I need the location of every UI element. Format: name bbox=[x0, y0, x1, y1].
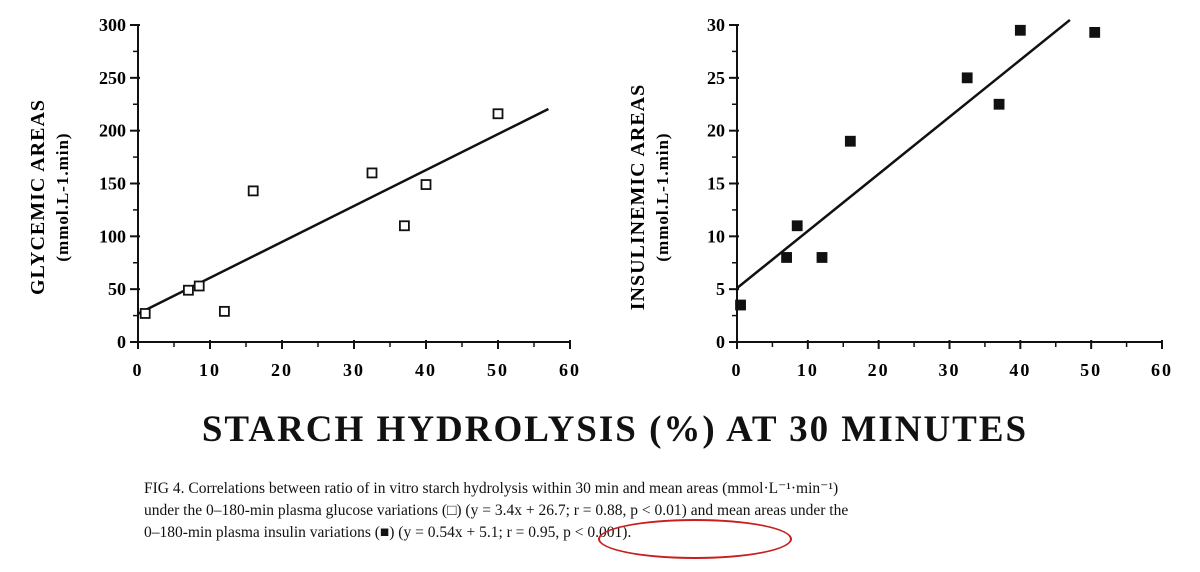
y-tick-label: 5 bbox=[716, 279, 725, 299]
y-tick-label: 30 bbox=[707, 15, 725, 35]
regression-line bbox=[736, 18, 1071, 290]
data-point bbox=[993, 98, 1005, 110]
y-tick-label: 150 bbox=[99, 174, 126, 194]
yunit: (mmol.L-1.min) bbox=[653, 132, 672, 261]
data-point bbox=[366, 167, 378, 179]
y-tick-label: 0 bbox=[716, 332, 725, 352]
caption-line: 0–180-min plasma insulin variations (■) … bbox=[144, 524, 632, 541]
ylabel: INSULINEMIC AREAS bbox=[627, 84, 649, 311]
y-tick-label: 15 bbox=[707, 174, 725, 194]
data-point bbox=[1014, 24, 1026, 36]
x-tick-label: 10 bbox=[797, 360, 819, 380]
x-tick-label: 10 bbox=[199, 360, 221, 380]
y-tick-label: 20 bbox=[707, 121, 725, 141]
x-tick-label: 20 bbox=[868, 360, 890, 380]
x-tick-label: 40 bbox=[1009, 360, 1031, 380]
x-tick-label: 30 bbox=[939, 360, 961, 380]
data-point bbox=[844, 135, 856, 147]
y-tick-label: 0 bbox=[117, 332, 126, 352]
data-point bbox=[791, 220, 803, 232]
yunit: (mmol.L-1.min) bbox=[53, 132, 72, 261]
x-axis-label: STARCH HYDROLYSIS (%) AT 30 MINUTES bbox=[201, 409, 1029, 450]
data-point bbox=[420, 179, 432, 190]
y-tick-label: 50 bbox=[108, 279, 126, 299]
y-tick-label: 10 bbox=[707, 226, 725, 246]
x-tick-label: 50 bbox=[1080, 360, 1102, 380]
x-tick-label: 60 bbox=[559, 360, 581, 380]
x-tick-label: 30 bbox=[343, 360, 365, 380]
y-tick-label: 100 bbox=[99, 226, 126, 246]
x-tick-label: 0 bbox=[732, 360, 743, 380]
x-tick-label: 50 bbox=[487, 360, 509, 380]
data-point bbox=[781, 252, 792, 263]
glycemic-chart: GLYCEMIC AREAS (mmol.L-1.min) 0501001502… bbox=[27, 15, 581, 380]
x-tick-label: 40 bbox=[415, 360, 437, 380]
regression-line bbox=[137, 107, 549, 315]
y-tick-label: 200 bbox=[99, 121, 126, 141]
data-point bbox=[961, 72, 973, 84]
highlight-oval bbox=[598, 519, 792, 559]
ylabel: GLYCEMIC AREAS bbox=[27, 99, 49, 295]
data-point bbox=[193, 280, 205, 292]
data-point bbox=[182, 284, 194, 296]
data-point bbox=[139, 308, 151, 319]
data-point bbox=[218, 305, 230, 317]
data-point bbox=[492, 108, 504, 120]
data-point bbox=[398, 220, 410, 232]
y-tick-label: 25 bbox=[707, 68, 725, 88]
y-tick-label: 250 bbox=[99, 68, 126, 88]
insulinemic-chart: INSULINEMIC AREAS (mmol.L-1.min) 0 5 10 15 2… bbox=[627, 15, 1173, 380]
data-point bbox=[816, 252, 828, 263]
caption-line: under the 0–180-min plasma glucose varia… bbox=[144, 502, 849, 519]
caption-line: FIG 4. Correlations between ratio of in … bbox=[144, 480, 839, 497]
data-point bbox=[1089, 26, 1101, 38]
x-tick-label: 0 bbox=[133, 360, 144, 380]
x-tick-label: 60 bbox=[1151, 360, 1173, 380]
figure-caption: FIG 4. Correlations between ratio of in … bbox=[144, 478, 1104, 544]
data-point bbox=[247, 185, 259, 197]
data-point bbox=[735, 299, 746, 311]
y-tick-label: 300 bbox=[99, 15, 126, 35]
x-tick-label: 20 bbox=[271, 360, 293, 380]
